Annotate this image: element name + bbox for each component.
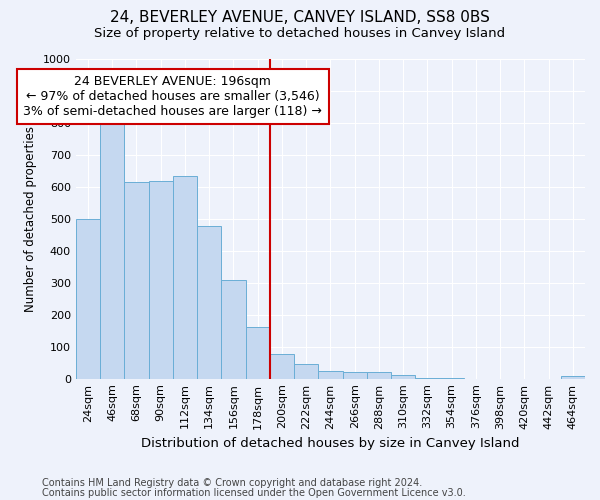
Bar <box>367 372 391 378</box>
Bar <box>561 376 585 378</box>
Bar <box>149 182 173 378</box>
Text: Size of property relative to detached houses in Canvey Island: Size of property relative to detached ho… <box>94 28 506 40</box>
Bar <box>197 226 221 378</box>
Bar <box>270 354 294 378</box>
Bar <box>173 176 197 378</box>
Y-axis label: Number of detached properties: Number of detached properties <box>25 126 37 312</box>
Bar <box>391 374 415 378</box>
Bar <box>319 370 343 378</box>
Bar <box>245 326 270 378</box>
Bar <box>124 182 149 378</box>
X-axis label: Distribution of detached houses by size in Canvey Island: Distribution of detached houses by size … <box>141 437 520 450</box>
Bar <box>294 364 319 378</box>
Bar <box>100 122 124 378</box>
Bar <box>221 280 245 378</box>
Text: Contains public sector information licensed under the Open Government Licence v3: Contains public sector information licen… <box>42 488 466 498</box>
Bar <box>343 372 367 378</box>
Bar <box>76 219 100 378</box>
Text: 24, BEVERLEY AVENUE, CANVEY ISLAND, SS8 0BS: 24, BEVERLEY AVENUE, CANVEY ISLAND, SS8 … <box>110 10 490 25</box>
Text: 24 BEVERLEY AVENUE: 196sqm
← 97% of detached houses are smaller (3,546)
3% of se: 24 BEVERLEY AVENUE: 196sqm ← 97% of deta… <box>23 75 322 118</box>
Text: Contains HM Land Registry data © Crown copyright and database right 2024.: Contains HM Land Registry data © Crown c… <box>42 478 422 488</box>
